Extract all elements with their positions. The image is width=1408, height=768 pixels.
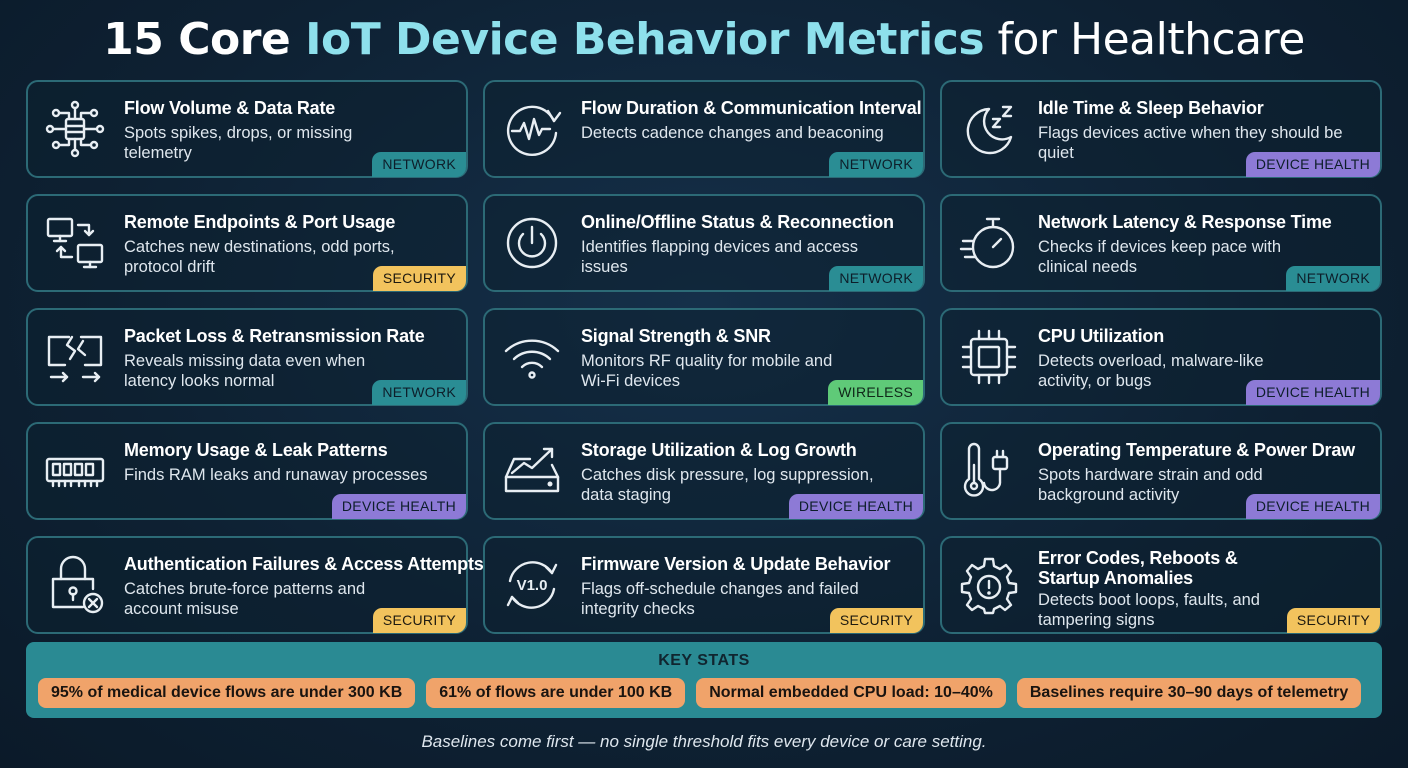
metric-title: Firmware Version & Update Behavior xyxy=(581,554,891,574)
metric-title: Flow Volume & Data Rate xyxy=(124,98,336,118)
metric-title: Operating Temperature & Power Draw xyxy=(1038,440,1355,460)
network-hub-icon xyxy=(44,98,106,160)
metric-card-storage-utilization: Storage Utilization & Log Growth Catches… xyxy=(483,422,925,520)
category-badge: NETWORK xyxy=(372,380,466,405)
category-badge: DEVICE HEALTH xyxy=(331,494,466,519)
computers-exchange-icon xyxy=(44,212,106,274)
metric-description: Detects overload, malware-like activity,… xyxy=(1038,352,1264,390)
metric-description: Spots spikes, drops, or missing telemetr… xyxy=(124,124,353,162)
metric-card-remote-endpoints: Remote Endpoints & Port Usage Catches ne… xyxy=(26,194,468,292)
ram-module-icon xyxy=(44,440,106,502)
cpu-chip-icon xyxy=(958,326,1020,388)
metric-description: Spots hardware strain and odd background… xyxy=(1038,466,1263,504)
storage-trend-icon xyxy=(501,440,563,502)
title-highlight: IoT Device Behavior Metrics xyxy=(305,14,985,65)
metric-description: Flags devices active when they should be… xyxy=(1038,124,1343,162)
metric-card-idle-time: Idle Time & Sleep Behavior Flags devices… xyxy=(940,80,1382,178)
stat-pill: 95% of medical device flows are under 30… xyxy=(38,678,416,708)
metric-card-flow-volume: Flow Volume & Data Rate Spots spikes, dr… xyxy=(26,80,468,178)
metric-description: Catches disk pressure, log suppression, … xyxy=(581,466,874,504)
stat-pill: Normal embedded CPU load: 10–40% xyxy=(696,678,1006,708)
metric-description: Catches new destinations, odd ports, pro… xyxy=(124,238,395,276)
metric-description: Reveals missing data even when latency l… xyxy=(124,352,366,390)
metric-title: Idle Time & Sleep Behavior xyxy=(1038,98,1264,118)
category-badge: DEVICE HEALTH xyxy=(1245,380,1380,405)
category-badge: NETWORK xyxy=(1286,266,1380,291)
category-badge: NETWORK xyxy=(829,152,923,177)
metric-description: Finds RAM leaks and runaway processes xyxy=(124,466,428,484)
thermometer-plug-icon xyxy=(958,440,1020,502)
stat-pill: Baselines require 30–90 days of telemetr… xyxy=(1016,678,1362,708)
metric-card-network-latency: Network Latency & Response Time Checks i… xyxy=(940,194,1382,292)
category-badge: DEVICE HEALTH xyxy=(1245,494,1380,519)
wifi-icon xyxy=(501,326,563,388)
metric-card-signal-strength: Signal Strength & SNR Monitors RF qualit… xyxy=(483,308,925,406)
category-badge: SECURITY xyxy=(1286,608,1380,633)
metric-card-packet-loss: Packet Loss & Retransmission Rate Reveal… xyxy=(26,308,468,406)
metric-card-firmware-version: V1.0 Firmware Version & Update Behavior … xyxy=(483,536,925,634)
firmware-version-label: V1.0 xyxy=(517,577,548,594)
metric-title: Error Codes, Reboots & Startup Anomalies xyxy=(1038,548,1238,588)
category-badge: SECURITY xyxy=(829,608,923,633)
metric-description: Detects cadence changes and beaconing xyxy=(581,124,884,142)
footer-note: Baselines come first — no single thresho… xyxy=(421,732,987,751)
metric-description: Catches brute-force patterns and account… xyxy=(124,580,366,618)
gear-alert-icon xyxy=(958,554,1020,616)
key-stats-heading: KEY STATS xyxy=(658,652,750,669)
metric-card-authentication-failures: Authentication Failures & Access Attempt… xyxy=(26,536,484,634)
metric-title: Signal Strength & SNR xyxy=(581,326,771,346)
metric-title: Storage Utilization & Log Growth xyxy=(581,440,857,460)
stat-pill: 61% of flows are under 100 KB xyxy=(426,678,686,708)
metric-description: Flags off-schedule changes and failed in… xyxy=(581,580,859,618)
category-badge: DEVICE HEALTH xyxy=(788,494,923,519)
pulse-clock-icon xyxy=(501,98,563,160)
stopwatch-icon xyxy=(958,212,1020,274)
metric-title: Online/Offline Status & Reconnection xyxy=(581,212,894,232)
category-badge: NETWORK xyxy=(829,266,923,291)
lock-error-icon xyxy=(44,554,106,616)
metric-title: Authentication Failures & Access Attempt… xyxy=(124,554,484,574)
category-badge: SECURITY xyxy=(372,608,466,633)
metric-title: Memory Usage & Leak Patterns xyxy=(124,440,388,460)
metric-description: Detects boot loops, faults, and tamperin… xyxy=(1038,591,1260,629)
broken-link-icon xyxy=(44,326,106,388)
category-badge: DEVICE HEALTH xyxy=(1245,152,1380,177)
metric-card-error-codes: Error Codes, Reboots & Startup Anomalies… xyxy=(940,536,1382,634)
category-badge: SECURITY xyxy=(372,266,466,291)
moon-sleep-icon xyxy=(958,98,1020,160)
metric-card-online-offline: Online/Offline Status & Reconnection Ide… xyxy=(483,194,925,292)
key-stats-panel: KEY STATS 95% of medical device flows ar… xyxy=(26,642,1382,718)
metric-description: Identifies flapping devices and access i… xyxy=(581,238,859,276)
power-icon xyxy=(501,212,563,274)
metric-title: Network Latency & Response Time xyxy=(1038,212,1332,232)
metrics-grid: Flow Volume & Data Rate Spots spikes, dr… xyxy=(26,80,1382,634)
metric-title: CPU Utilization xyxy=(1038,326,1164,346)
metric-card-memory-usage: Memory Usage & Leak Patterns Finds RAM l… xyxy=(26,422,468,520)
metric-card-flow-duration: Flow Duration & Communication Interval D… xyxy=(483,80,925,178)
metric-title: Flow Duration & Communication Interval xyxy=(581,98,922,118)
metric-title: Packet Loss & Retransmission Rate xyxy=(124,326,425,346)
firmware-update-icon: V1.0 xyxy=(501,554,563,616)
page-title: 15 Core IoT Device Behavior Metrics for … xyxy=(0,14,1408,66)
metric-card-cpu-utilization: CPU Utilization Detects overload, malwar… xyxy=(940,308,1382,406)
title-part-2: for Healthcare xyxy=(984,14,1306,65)
category-badge: WIRELESS xyxy=(828,380,923,405)
category-badge: NETWORK xyxy=(372,152,466,177)
title-part-1: 15 Core xyxy=(103,14,306,65)
metric-description: Monitors RF quality for mobile and Wi-Fi… xyxy=(581,352,833,390)
metric-description: Checks if devices keep pace with clinica… xyxy=(1038,238,1282,276)
metric-title: Remote Endpoints & Port Usage xyxy=(124,212,396,232)
metric-card-operating-temperature: Operating Temperature & Power Draw Spots… xyxy=(940,422,1382,520)
